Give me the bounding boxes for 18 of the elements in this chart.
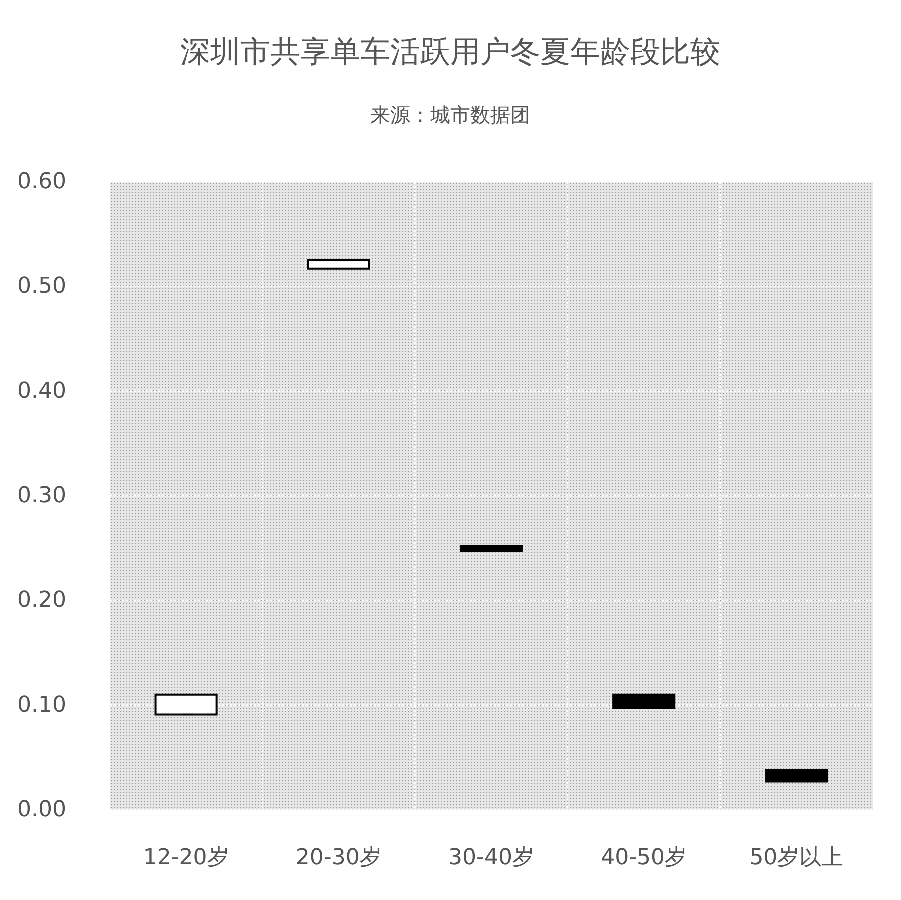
- chart-title: 深圳市共享单车活跃用户冬夏年龄段比较: [180, 35, 720, 70]
- y-tick-label: 0.10: [18, 692, 66, 718]
- x-tick-label: 40-50岁: [601, 846, 688, 870]
- x-tick-label: 20-30岁: [296, 846, 382, 870]
- x-tick-label: 12-20岁: [143, 846, 230, 870]
- chart-subtitle: 来源：城市数据团: [370, 103, 530, 127]
- bar: [460, 545, 524, 552]
- y-tick-label: 0.00: [18, 798, 66, 822]
- bar: [612, 694, 676, 710]
- y-tick-label: 0.30: [18, 484, 66, 508]
- x-tick-label: 30-40岁: [448, 846, 534, 870]
- x-tick-label: 50岁以上: [750, 846, 844, 870]
- y-tick-label: 0.50: [18, 274, 66, 300]
- y-tick-label: 0.40: [18, 378, 66, 404]
- y-tick-label: 0.60: [18, 170, 66, 194]
- bar: [307, 260, 370, 270]
- bar: [765, 769, 828, 783]
- y-tick-label: 0.20: [18, 588, 66, 614]
